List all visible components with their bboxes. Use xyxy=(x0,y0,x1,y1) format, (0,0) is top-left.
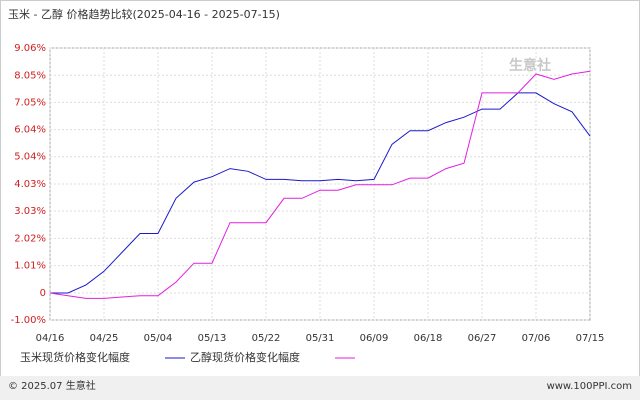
footer-bar xyxy=(0,376,640,400)
footer-right: www.100PPI.com xyxy=(547,381,632,392)
x-tick-label: 06/18 xyxy=(414,333,443,344)
x-tick-label: 05/04 xyxy=(144,333,173,344)
legend-label: 乙醇现货价格变化幅度 xyxy=(190,350,300,364)
y-tick-label: 1.01% xyxy=(14,261,46,272)
x-tick-label: 04/25 xyxy=(90,333,119,344)
series-line xyxy=(50,92,591,294)
x-tick-label: 07/15 xyxy=(576,333,605,344)
x-tick-label: 05/13 xyxy=(198,333,227,344)
series-line xyxy=(49,70,591,299)
y-tick-label: -1.00% xyxy=(11,315,46,326)
y-tick-label: 9.06% xyxy=(14,43,46,54)
y-tick-label: 6.04% xyxy=(14,125,46,136)
y-tick-label: 4.03% xyxy=(14,179,46,190)
y-tick-label: 7.05% xyxy=(14,97,46,108)
y-tick-label: 5.04% xyxy=(14,152,46,163)
y-tick-label: 2.02% xyxy=(14,233,46,244)
legend-label: 玉米现货价格变化幅度 xyxy=(20,350,130,364)
chart-title: 玉米 - 乙醇 价格趋势比较(2025-04-16 - 2025-07-15) xyxy=(8,7,280,21)
y-tick-label: 0 xyxy=(40,288,46,299)
x-tick-label: 07/06 xyxy=(522,333,551,344)
x-tick-label: 05/31 xyxy=(306,333,335,344)
watermark: 生意社 xyxy=(509,57,551,74)
x-tick-label: 06/09 xyxy=(360,333,389,344)
y-tick-label: 8.05% xyxy=(14,70,46,81)
y-tick-label: 3.03% xyxy=(14,206,46,217)
x-tick-label: 06/27 xyxy=(468,333,497,344)
x-tick-label: 05/22 xyxy=(252,333,281,344)
x-tick-label: 04/16 xyxy=(36,333,65,344)
footer-left: © 2025.07 生意社 xyxy=(8,379,96,392)
